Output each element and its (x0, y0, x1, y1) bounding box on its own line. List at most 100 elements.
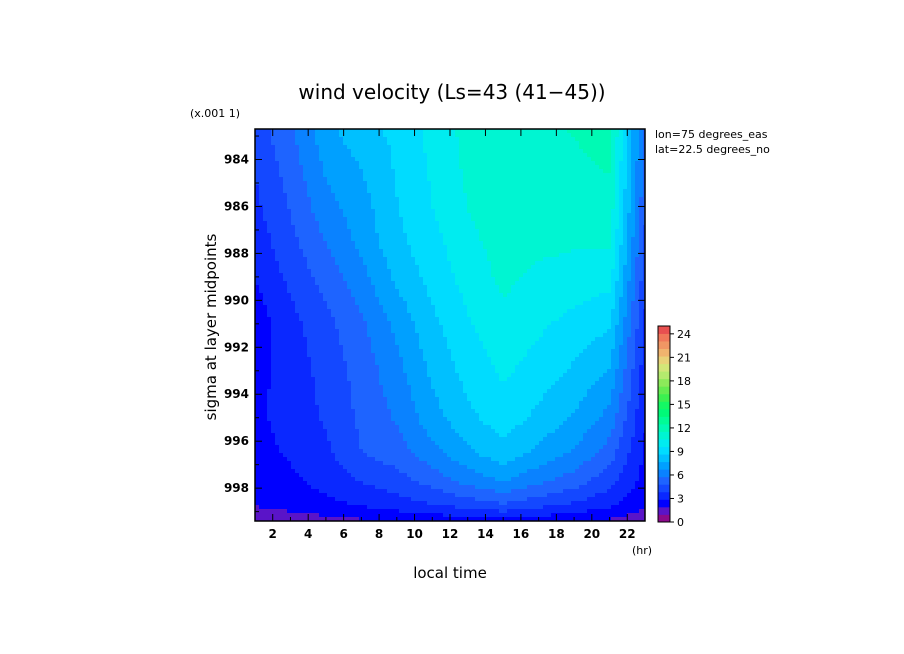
contour-cell (579, 229, 584, 234)
contour-cell (507, 145, 512, 150)
contour-cell (323, 129, 328, 134)
contour-cell (499, 253, 504, 258)
contour-cell (583, 177, 588, 182)
contour-cell (331, 153, 336, 158)
contour-cell (495, 161, 500, 166)
contour-cell (539, 169, 544, 174)
contour-cell (335, 221, 340, 226)
contour-cell (611, 137, 616, 142)
contour-cell (511, 309, 516, 314)
contour-cell (475, 261, 480, 266)
contour-cell (527, 173, 532, 178)
contour-cell (331, 213, 336, 218)
contour-cell (343, 241, 348, 246)
contour-cell (343, 189, 348, 194)
contour-cell (299, 197, 304, 202)
contour-cell (503, 309, 508, 314)
contour-cell (431, 305, 436, 310)
contour-cell (467, 221, 472, 226)
contour-cell (315, 237, 320, 242)
contour-cell (347, 233, 352, 238)
contour-cell (591, 293, 596, 298)
contour-cell (611, 265, 616, 270)
contour-cell (271, 225, 276, 230)
contour-cell (255, 193, 260, 198)
contour-cell (311, 305, 316, 310)
contour-cell (399, 189, 404, 194)
contour-cell (335, 173, 340, 178)
contour-cell (603, 173, 608, 178)
contour-cell (619, 149, 624, 154)
contour-cell (483, 221, 488, 226)
contour-cell (543, 305, 548, 310)
contour-cell (303, 137, 308, 142)
contour-cell (431, 277, 436, 282)
contour-cell (567, 137, 572, 142)
contour-cell (255, 317, 260, 322)
contour-cell (623, 177, 628, 182)
contour-cell (571, 149, 576, 154)
contour-cell (391, 165, 396, 170)
contour-cell (579, 129, 584, 134)
contour-cell (471, 193, 476, 198)
contour-cell (267, 273, 272, 278)
contour-cell (307, 161, 312, 166)
contour-cell (487, 209, 492, 214)
contour-cell (291, 145, 296, 150)
contour-cell (295, 265, 300, 270)
contour-cell (615, 193, 620, 198)
contour-cell (479, 297, 484, 302)
contour-cell (315, 241, 320, 246)
contour-cell (283, 129, 288, 134)
contour-cell (331, 265, 336, 270)
contour-cell (367, 273, 372, 278)
contour-cell (459, 169, 464, 174)
contour-cell (483, 205, 488, 210)
contour-cell (555, 317, 560, 322)
contour-cell (539, 229, 544, 234)
contour-cell (307, 309, 312, 314)
contour-cell (543, 213, 548, 218)
contour-cell (319, 217, 324, 222)
contour-cell (255, 229, 260, 234)
contour-cell (619, 245, 624, 250)
contour-cell (575, 185, 580, 190)
contour-cell (283, 321, 288, 326)
contour-cell (483, 157, 488, 162)
contour-cell (551, 325, 556, 330)
contour-cell (259, 297, 264, 302)
contour-cell (459, 281, 464, 286)
contour-cell (271, 221, 276, 226)
contour-cell (543, 265, 548, 270)
contour-cell (623, 281, 628, 286)
contour-cell (279, 289, 284, 294)
contour-cell (459, 221, 464, 226)
contour-cell (455, 169, 460, 174)
contour-cell (271, 137, 276, 142)
contour-cell (555, 305, 560, 310)
contour-cell (347, 325, 352, 330)
contour-cell (351, 289, 356, 294)
contour-cell (415, 181, 420, 186)
contour-cell (431, 273, 436, 278)
contour-cell (563, 325, 568, 330)
contour-cell (479, 137, 484, 142)
contour-cell (415, 173, 420, 178)
contour-cell (447, 321, 452, 326)
contour-cell (327, 313, 332, 318)
contour-cell (439, 313, 444, 318)
contour-cell (443, 161, 448, 166)
contour-cell (455, 281, 460, 286)
contour-cell (375, 177, 380, 182)
contour-cell (583, 301, 588, 306)
contour-cell (403, 173, 408, 178)
contour-cell (507, 253, 512, 258)
contour-cell (275, 213, 280, 218)
contour-cell (603, 313, 608, 318)
contour-cell (643, 249, 645, 254)
contour-cell (515, 249, 520, 254)
contour-cell (627, 313, 632, 318)
contour-cell (279, 189, 284, 194)
contour-cell (351, 193, 356, 198)
contour-cell (387, 325, 392, 330)
